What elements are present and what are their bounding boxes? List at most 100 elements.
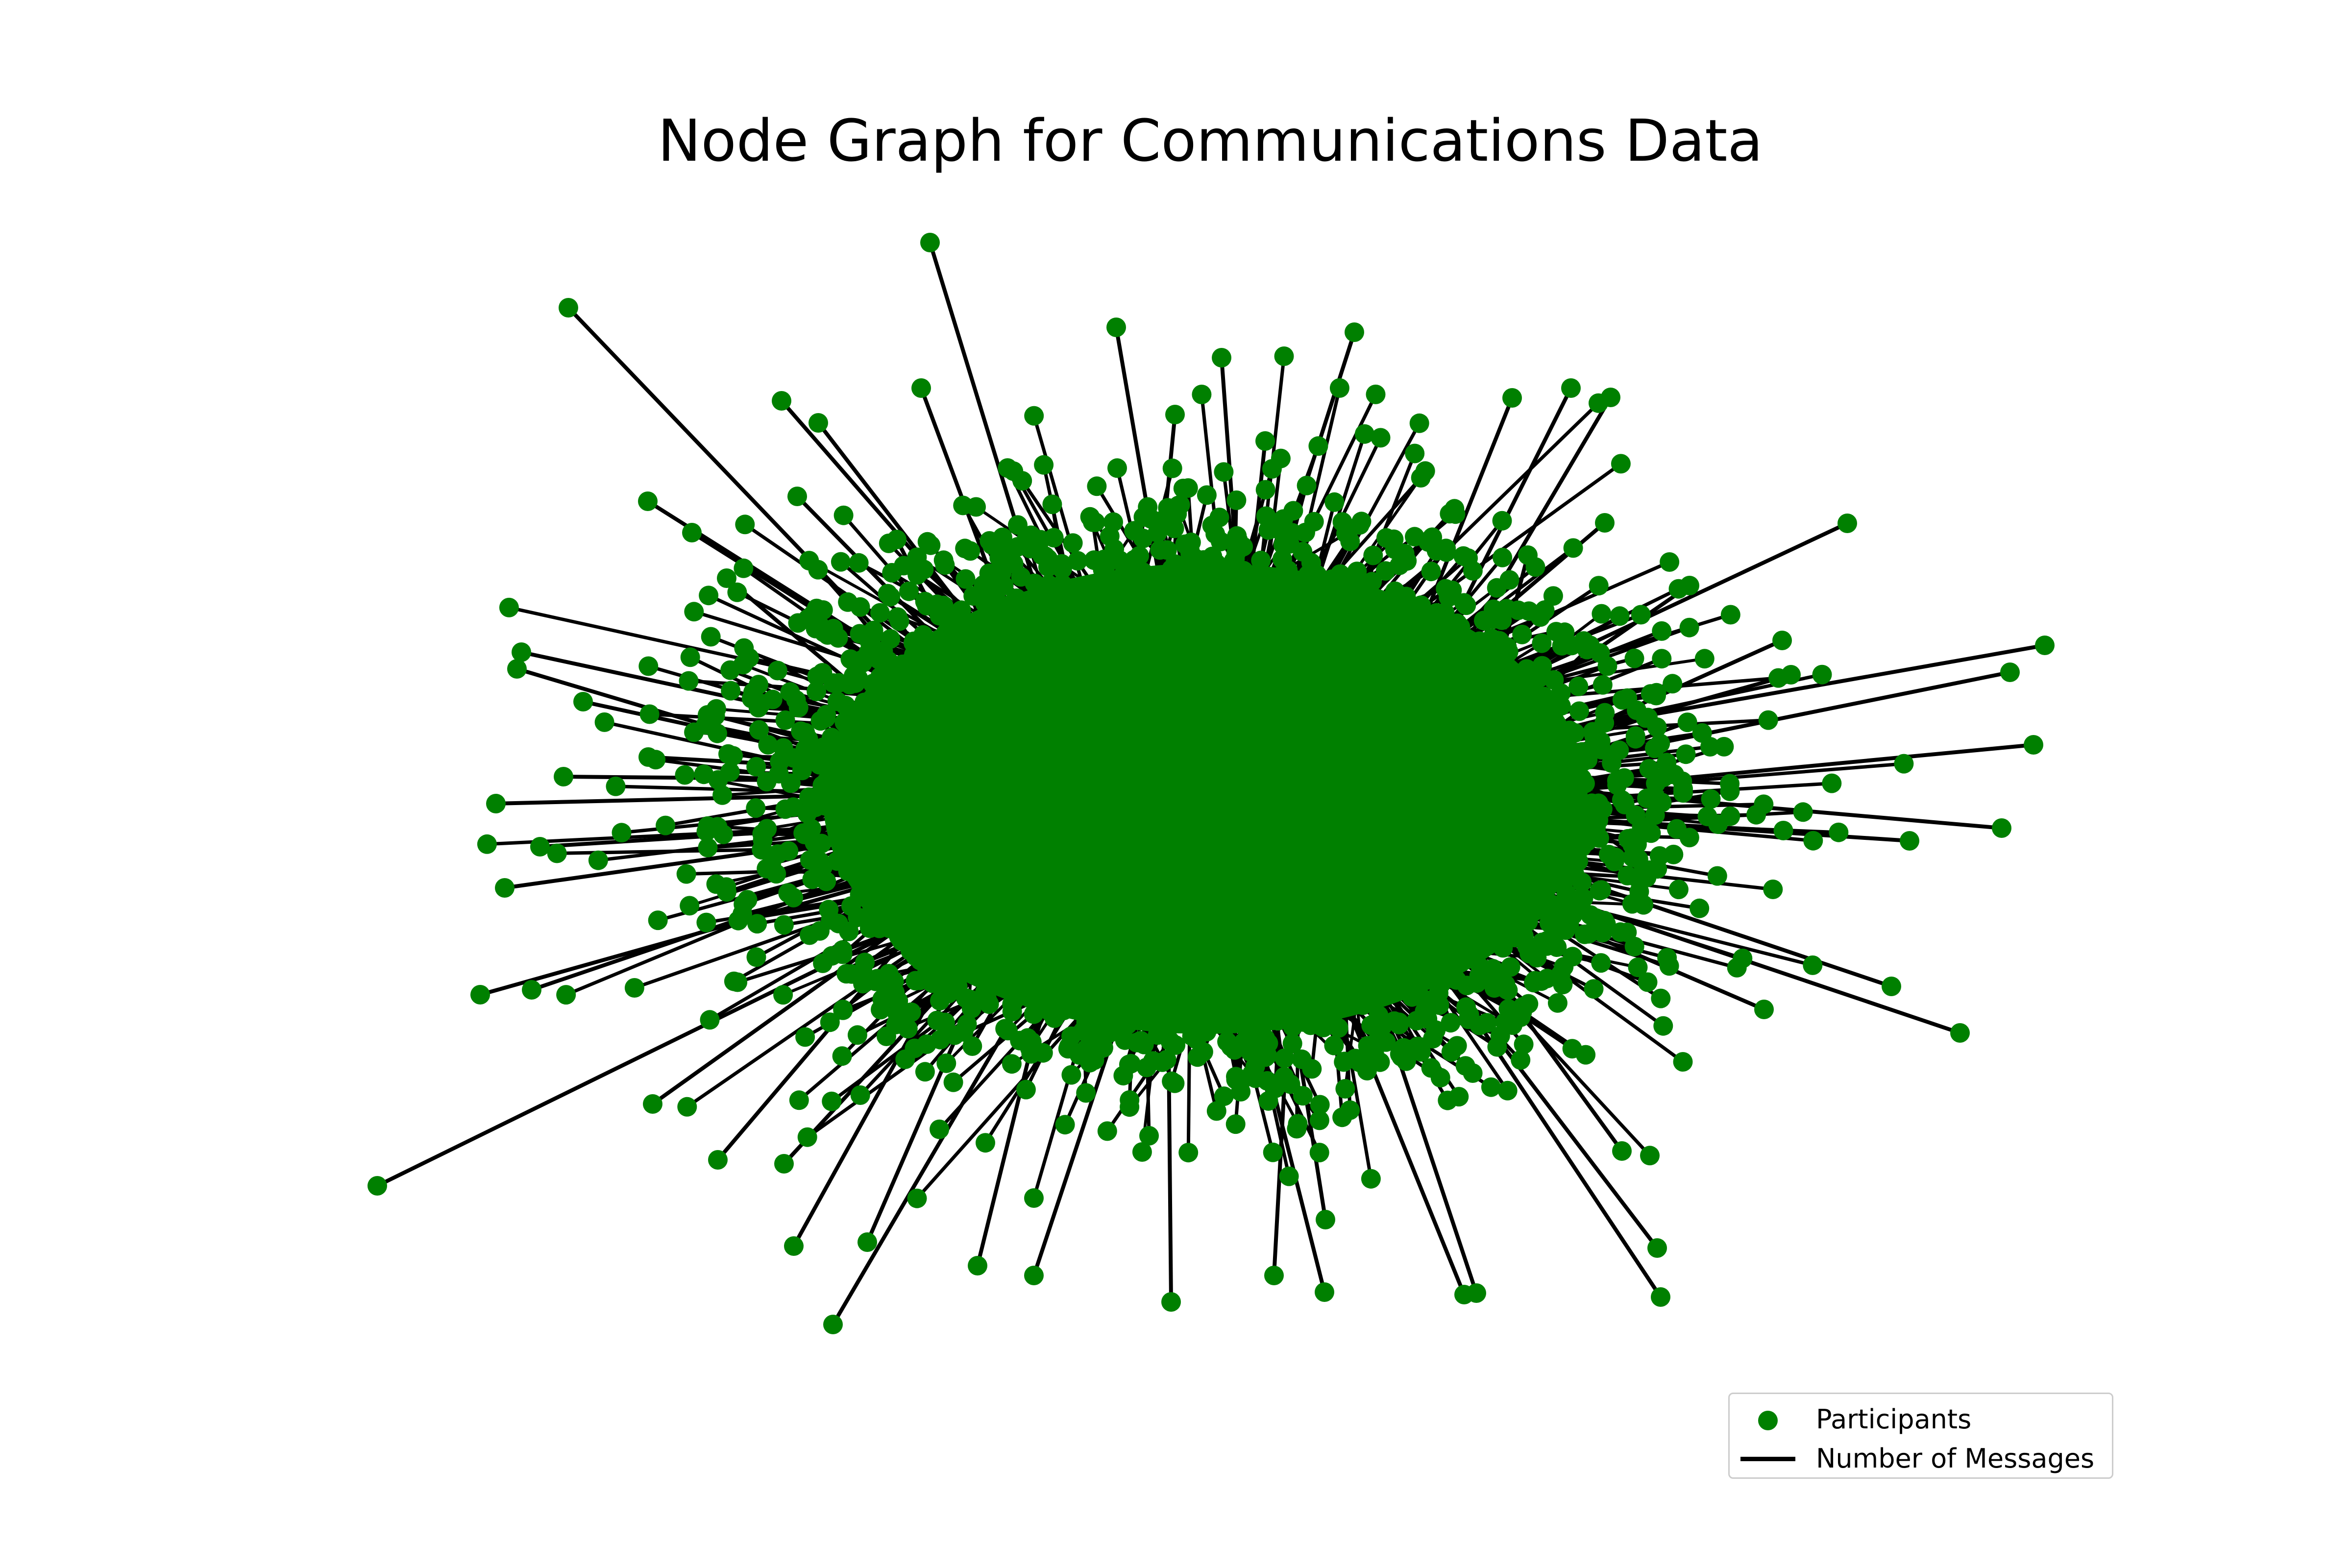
participant-node: [700, 1010, 720, 1030]
participant-node: [774, 915, 794, 935]
participant-node: [1103, 512, 1123, 532]
participant-node: [836, 838, 857, 858]
participant-node: [1255, 1047, 1275, 1067]
participant-node: [1563, 538, 1583, 558]
participant-node: [1132, 1142, 1152, 1162]
participant-node: [836, 964, 857, 984]
participant-node: [1436, 542, 1456, 562]
participant-node: [1590, 881, 1610, 901]
participant-node: [1253, 1009, 1273, 1029]
participant-node: [850, 597, 870, 617]
participant-node: [588, 850, 608, 870]
participant-node: [1309, 1110, 1329, 1130]
participant-node: [1754, 1000, 1774, 1019]
participant-node: [1720, 605, 1740, 625]
participant-node: [1354, 424, 1374, 444]
participant-node: [1149, 574, 1169, 594]
participant-node: [1361, 1169, 1381, 1189]
participant-node: [823, 673, 843, 693]
participant-node: [1676, 744, 1696, 764]
participant-node: [917, 1034, 937, 1054]
participant-node: [847, 1025, 867, 1045]
participant-node: [1584, 979, 1604, 999]
participant-node: [1363, 545, 1383, 565]
participant-node: [775, 799, 795, 819]
participant-node: [1562, 636, 1582, 656]
participant-node: [556, 985, 576, 1005]
participant-node: [1309, 1143, 1329, 1163]
participant-node: [1133, 507, 1153, 527]
participant-node: [935, 1012, 955, 1032]
participant-node: [1146, 1004, 1166, 1024]
participant-node: [1612, 690, 1632, 710]
participant-node: [1647, 1238, 1667, 1258]
participant-node: [643, 1094, 662, 1114]
participant-node: [2000, 662, 2020, 682]
participant-node: [807, 598, 827, 618]
participant-node: [834, 712, 855, 733]
participant-node: [1568, 676, 1589, 696]
participant-node: [1499, 570, 1519, 590]
participant-node: [1532, 633, 1552, 653]
participant-node: [1556, 883, 1576, 904]
participant-node: [950, 632, 970, 652]
participant-node: [1573, 888, 1593, 908]
participant-node: [1021, 598, 1041, 618]
participant-node: [1115, 569, 1135, 589]
participant-node: [1474, 938, 1494, 958]
participant-node: [1651, 1287, 1670, 1307]
participant-node: [1546, 622, 1566, 642]
legend: Participants Number of Messages: [1728, 1393, 2113, 1479]
participant-node: [1653, 1016, 1673, 1036]
participant-node: [1707, 866, 1727, 886]
participant-node: [1746, 805, 1766, 825]
participant-node: [753, 830, 773, 850]
nodes-layer: [368, 233, 2055, 1334]
participant-node: [819, 900, 839, 920]
participant-node: [1214, 1086, 1234, 1106]
participant-node: [1120, 1090, 1140, 1110]
participant-node: [495, 878, 514, 898]
participant-node: [781, 773, 801, 793]
participant-node: [1679, 828, 1699, 848]
participant-node: [786, 690, 806, 710]
participant-node: [1492, 511, 1512, 531]
participant-node: [1555, 726, 1575, 746]
participant-node: [915, 1062, 935, 1082]
participant-node: [573, 692, 593, 711]
participant-node: [954, 946, 974, 966]
participant-node: [1574, 924, 1594, 944]
participant-node: [1628, 957, 1648, 978]
participant-node: [816, 705, 836, 725]
participant-node: [701, 627, 721, 647]
participant-node: [1251, 550, 1271, 570]
participant-node: [980, 585, 1000, 605]
participant-node: [547, 843, 567, 863]
participant-node: [1900, 831, 1919, 851]
participant-node: [1150, 540, 1170, 560]
participant-node: [924, 633, 944, 653]
participant-node: [1063, 533, 1083, 553]
participant-node: [1601, 388, 1620, 407]
participant-node: [1440, 965, 1460, 985]
participant-node: [1302, 1059, 1322, 1079]
participant-node: [1005, 982, 1025, 1003]
participant-node: [1293, 1086, 1313, 1106]
participant-node: [1592, 675, 1613, 695]
participant-node: [833, 944, 853, 964]
participant-node: [1087, 476, 1107, 496]
participant-node: [1430, 614, 1450, 635]
participant-node: [1640, 1146, 1660, 1166]
participant-node: [1668, 880, 1689, 900]
participant-node: [784, 1236, 804, 1256]
participant-node: [1411, 595, 1431, 615]
participant-node: [886, 1014, 906, 1034]
participant-node: [943, 1072, 963, 1092]
participant-node: [746, 947, 766, 967]
participant-node: [917, 532, 937, 552]
participant-node: [1679, 617, 1699, 637]
participant-node: [767, 661, 787, 681]
participant-node: [1441, 1013, 1461, 1033]
participant-node: [1639, 759, 1659, 779]
participant-node: [1441, 1042, 1461, 1062]
